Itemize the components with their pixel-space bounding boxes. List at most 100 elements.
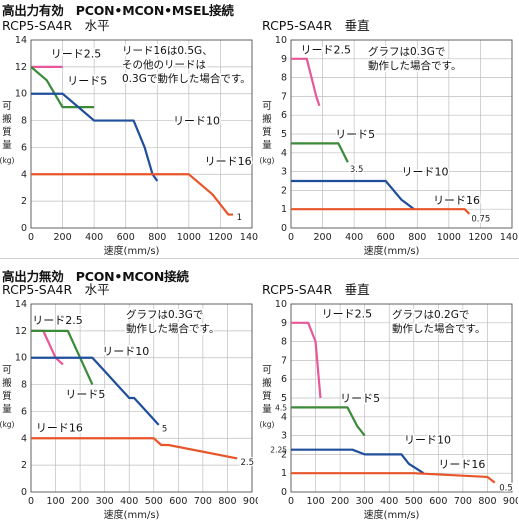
chart-4-series-label-2: リード5 — [340, 392, 380, 405]
chart-4-note-line: グラフは0.2Gで — [392, 308, 469, 321]
chart-1-ytick-label: 0 — [21, 223, 27, 234]
chart-1-xtick-label: 1000 — [177, 232, 201, 243]
chart-4: RCP5-SA4R 垂直 0 100 200 300 400 500 600 700 800 90 0… — [260, 278, 518, 526]
chart-4-xtick-label: 600 — [429, 496, 447, 507]
chart-1-title: RCP5-SA4R 水平 — [2, 18, 110, 33]
chart-4-ylabel-char: (kg) — [260, 420, 275, 429]
chart-1-ytick-label: 8 — [21, 116, 27, 127]
chart-3-ytick-label: 2 — [21, 460, 27, 471]
chart-3-series-line-1 — [31, 329, 64, 366]
chart-3-xtick-label: 0 — [28, 496, 34, 507]
chart-2-note-line: グラフは0.3Gで — [368, 45, 445, 58]
chart-2-ytick-label: 3 — [281, 167, 287, 178]
chart-3-frame — [30, 303, 253, 493]
chart-4-xtick-label: 300 — [356, 496, 374, 507]
chart-4-series-label-1: リード2.5 — [322, 307, 373, 320]
chart-4-ytick-label: 7 — [281, 355, 287, 366]
chart-1-ylabel-char: 量 — [2, 140, 12, 151]
chart-2-ylabel-char: (kg) — [260, 156, 275, 165]
chart-1-xtick-label: 200 — [54, 232, 72, 243]
chart-3-end-value-label: 2.5 — [240, 458, 254, 468]
chart-2-frame — [290, 39, 513, 229]
chart-1-ytick-label: 12 — [15, 62, 27, 73]
chart-2-ytick-label: 9 — [281, 54, 287, 65]
chart-2-end-value-label: 0.75 — [471, 215, 490, 225]
chart-2-series-label-3: リード10 — [402, 166, 449, 179]
chart-1-ylabel-char: (kg) — [0, 156, 15, 165]
chart-3-series-label-4: リード16 — [36, 422, 83, 435]
chart-3-ytick-label: 12 — [15, 326, 27, 337]
chart-1-note-line: リード16は0.5G、 — [122, 45, 213, 57]
chart-4-series-label-4: リード16 — [438, 458, 485, 471]
chart-2-title: RCP5-SA4R 垂直 — [262, 18, 370, 33]
chart-3-ytick-label: 14 — [15, 299, 27, 310]
chart-2-series-line-2 — [291, 142, 349, 163]
chart-2-ylabel: 可搬質量 (kg) — [260, 101, 275, 165]
chart-1-frame — [30, 39, 253, 229]
chart-1-ytick-label: 2 — [21, 196, 27, 207]
chart-4-end-value-label: 0.5 — [499, 483, 513, 493]
chart-1-ylabel-char: 質 — [2, 126, 12, 138]
chart-1-series-label-3: リード10 — [173, 115, 220, 128]
chart-2-ylabel-char: 搬 — [262, 113, 272, 125]
chart-4-xtick-label: 0 — [288, 496, 294, 507]
chart-4-title: RCP5-SA4R 垂直 — [262, 282, 370, 297]
chart-4-ylabel-char: 搬 — [262, 377, 272, 389]
chart-3-ytick-label: 6 — [21, 406, 27, 417]
chart-4-ylabel-char: 可 — [262, 365, 272, 376]
chart-3-xtick-label: 600 — [169, 496, 187, 507]
chart-1-ytick-label: 10 — [15, 89, 27, 100]
chart-3-series-line-3 — [31, 356, 160, 426]
chart-1-ytick-label: 4 — [21, 169, 27, 180]
chart-4-xtick-label: 100 — [306, 496, 324, 507]
chart-4-series-label-3: リード10 — [404, 433, 451, 446]
chart-1-end-value-label: 1 — [237, 213, 242, 223]
chart-4-series-line-1 — [291, 321, 322, 399]
chart-4-xtick-label: 400 — [380, 496, 398, 507]
chart-4-xtick-label: 900 — [503, 496, 518, 507]
chart-4-series-line-2 — [291, 406, 366, 437]
chart-2-xlabel: 速度(mm/s) — [364, 244, 420, 257]
chart-4-ytick-label: 8 — [281, 337, 287, 348]
chart-2-ytick-label: 6 — [281, 110, 287, 121]
section-title-high-output-disabled: 高出力無効 PCON•MCON接続 — [2, 269, 189, 284]
chart-3-ylabel-char: (kg) — [0, 420, 15, 429]
chart-1-ytick-label: 6 — [21, 142, 27, 153]
chart-1-note-line: 0.3Gで動作した場合です。 — [122, 72, 251, 85]
chart-3-xtick-label: 200 — [71, 496, 89, 507]
chart-1-series-label-2: リード5 — [67, 74, 107, 87]
chart-2-ytick-label: 5 — [281, 129, 287, 140]
chart-4-xtick-label: 800 — [478, 496, 496, 507]
chart-2-ytick-label: 0 — [281, 223, 287, 234]
chart-4-xtick-label: 200 — [331, 496, 349, 507]
chart-3-ytick-label: 8 — [21, 380, 27, 391]
chart-1-ylabel-char: 可 — [2, 101, 12, 112]
chart-1-ylabel: 可搬質量 (kg) — [0, 101, 15, 165]
chart-3-ytick-label: 4 — [21, 433, 27, 444]
chart-2-end-value-label: 3.5 — [350, 165, 364, 175]
chart-4-series-line-4 — [291, 472, 496, 484]
chart-1-xtick-label: 600 — [117, 232, 135, 243]
chart-2-series-label-4: リード16 — [433, 194, 480, 207]
chart-4-ytick-label: 9 — [281, 318, 287, 329]
chart-1-series-line-3 — [31, 92, 159, 182]
chart-3-series-label-3: リード10 — [102, 345, 149, 358]
chart-3-xtick-label: 300 — [96, 496, 114, 507]
chart-4-ytick-label: 2 — [281, 449, 287, 460]
chart-3-series-line-4 — [31, 437, 238, 460]
chart-4-ytick-label: 5 — [281, 393, 287, 404]
chart-2-series-line-4 — [291, 208, 471, 215]
chart-3-note-line: 動作した場合です。 — [126, 322, 219, 335]
chart-2-ylabel-char: 質 — [262, 126, 272, 138]
chart-3-series-label-2: リード5 — [65, 388, 105, 401]
chart-2-ytick-label: 7 — [281, 91, 287, 102]
chart-4-ytick-label: 2.25 — [270, 446, 287, 455]
chart-4-ytick-label: 6 — [281, 374, 287, 385]
chart-4-ytick-label: 1 — [281, 468, 287, 479]
chart-2-xtick-label: 800 — [408, 232, 426, 243]
chart-3-title: RCP5-SA4R 水平 — [2, 282, 110, 297]
chart-3-xtick-label: 500 — [145, 496, 163, 507]
